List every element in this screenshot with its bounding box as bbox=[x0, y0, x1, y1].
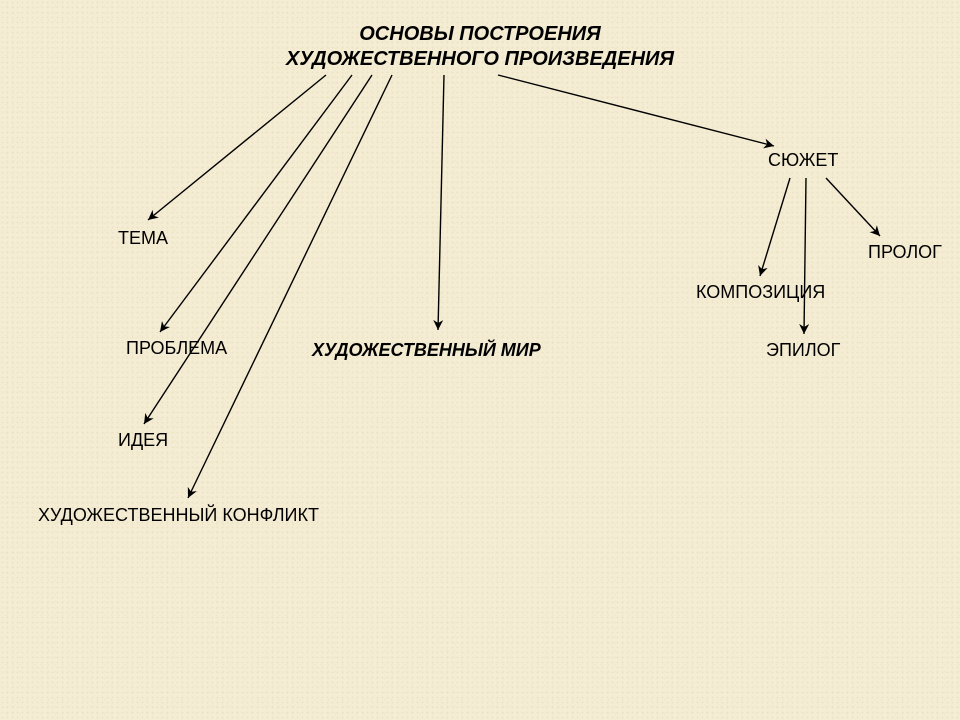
node-ideya: ИДЕЯ bbox=[118, 430, 168, 451]
node-epilog: ЭПИЛОГ bbox=[766, 340, 840, 361]
node-problema: ПРОБЛЕМА bbox=[126, 338, 227, 359]
edge-arrow bbox=[188, 75, 392, 498]
edge-arrow bbox=[148, 75, 326, 220]
edge-arrow bbox=[804, 178, 806, 334]
node-kompoz: КОМПОЗИЦИЯ bbox=[696, 282, 825, 303]
edge-arrow bbox=[760, 178, 790, 276]
edge-arrow bbox=[144, 75, 372, 424]
edge-arrow bbox=[160, 75, 352, 332]
node-tema: ТЕМА bbox=[118, 228, 168, 249]
edge-arrow bbox=[826, 178, 880, 236]
node-syuzhet: СЮЖЕТ bbox=[768, 150, 838, 171]
edge-arrow bbox=[498, 75, 774, 146]
node-mir: ХУДОЖЕСТВЕННЫЙ МИР bbox=[312, 340, 541, 361]
title-line1: ОСНОВЫ ПОСТРОЕНИЯ bbox=[0, 22, 960, 47]
edge-arrow bbox=[438, 75, 444, 330]
node-prolog: ПРОЛОГ bbox=[868, 242, 942, 263]
diagram-title: ОСНОВЫ ПОСТРОЕНИЯ ХУДОЖЕСТВЕННОГО ПРОИЗВ… bbox=[0, 22, 960, 72]
node-konflikt: ХУДОЖЕСТВЕННЫЙ КОНФЛИКТ bbox=[38, 505, 319, 526]
title-line2: ХУДОЖЕСТВЕННОГО ПРОИЗВЕДЕНИЯ bbox=[0, 47, 960, 72]
diagram-canvas: ОСНОВЫ ПОСТРОЕНИЯ ХУДОЖЕСТВЕННОГО ПРОИЗВ… bbox=[0, 0, 960, 720]
